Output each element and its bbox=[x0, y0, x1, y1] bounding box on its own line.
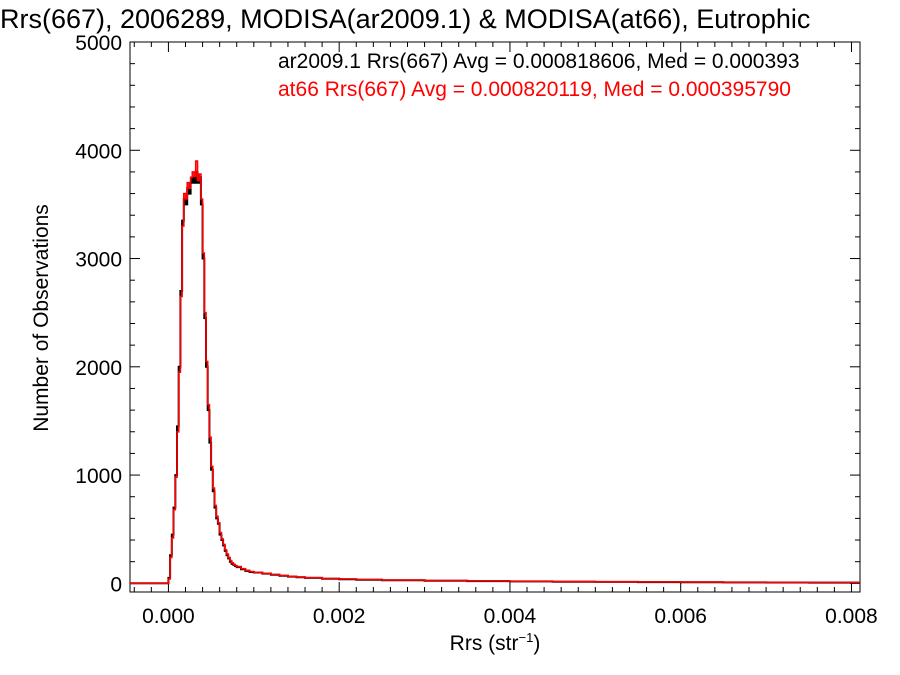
legend-entry-2: at66 Rrs(667) Avg = 0.000820119, Med = 0… bbox=[278, 78, 791, 101]
chart-title: Rrs(667), 2006289, MODISA(ar2009.1) & MO… bbox=[0, 4, 810, 34]
x-axis-label-sup: −1 bbox=[519, 630, 534, 645]
x-axis-label-main: Rrs (str bbox=[450, 632, 519, 655]
plot-frame bbox=[129, 41, 861, 593]
series-line-2 bbox=[130, 160, 860, 585]
plot-axes bbox=[129, 41, 861, 593]
axis-ticks: 0.000 0.002 0.004 0.006 0.008 0 1000 2000 3000 40… bbox=[75, 32, 877, 628]
y-tick-label: 5000 bbox=[75, 32, 122, 55]
legend: ar2009.1 Rrs(667) Avg = 0.000818606, Med… bbox=[278, 50, 800, 101]
x-tick-label: 0.006 bbox=[654, 605, 707, 628]
y-tick-label: 0 bbox=[110, 573, 122, 596]
x-axis-label-close: ) bbox=[533, 632, 540, 655]
y-tick-label: 1000 bbox=[75, 465, 122, 488]
legend-entry-1: ar2009.1 Rrs(667) Avg = 0.000818606, Med… bbox=[278, 50, 800, 73]
y-tick-label: 3000 bbox=[75, 249, 122, 272]
y-tick-label: 2000 bbox=[75, 357, 122, 380]
series-line-1 bbox=[130, 170, 860, 585]
x-tick-label: 0.004 bbox=[484, 605, 537, 628]
x-tick-label: 0.000 bbox=[142, 605, 195, 628]
x-axis-label: Rrs (str−1) bbox=[450, 630, 541, 655]
series-lines bbox=[130, 160, 860, 585]
y-axis-label: Number of Observations bbox=[30, 204, 53, 432]
x-tick-label: 0.008 bbox=[825, 605, 878, 628]
y-tick-label: 4000 bbox=[75, 140, 122, 163]
x-tick-label: 0.002 bbox=[313, 605, 366, 628]
